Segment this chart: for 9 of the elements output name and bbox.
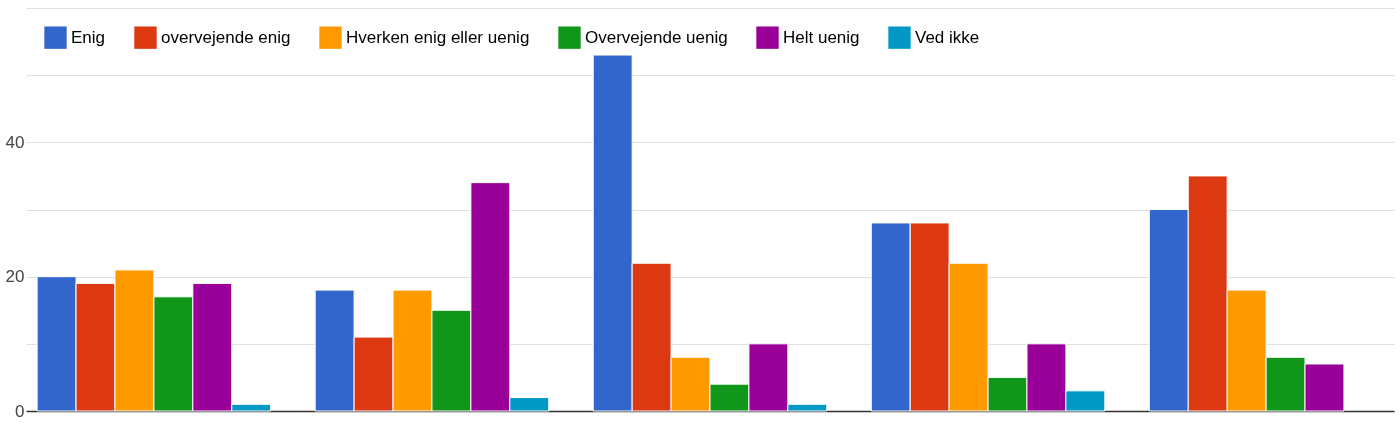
legend-label: Overvejende uenig	[585, 27, 728, 47]
y-tick-label: 20	[5, 267, 25, 287]
legend-label: Enig	[71, 27, 106, 47]
y-tick-label: 40	[5, 132, 25, 152]
legend-label: Hverken enig eller uenig	[346, 27, 530, 47]
legend-label: Ved ikke	[915, 27, 980, 47]
legend-label: Helt uenig	[783, 27, 860, 47]
legend-label: overvejende enig	[161, 27, 291, 47]
y-tick-label: 0	[15, 401, 25, 421]
